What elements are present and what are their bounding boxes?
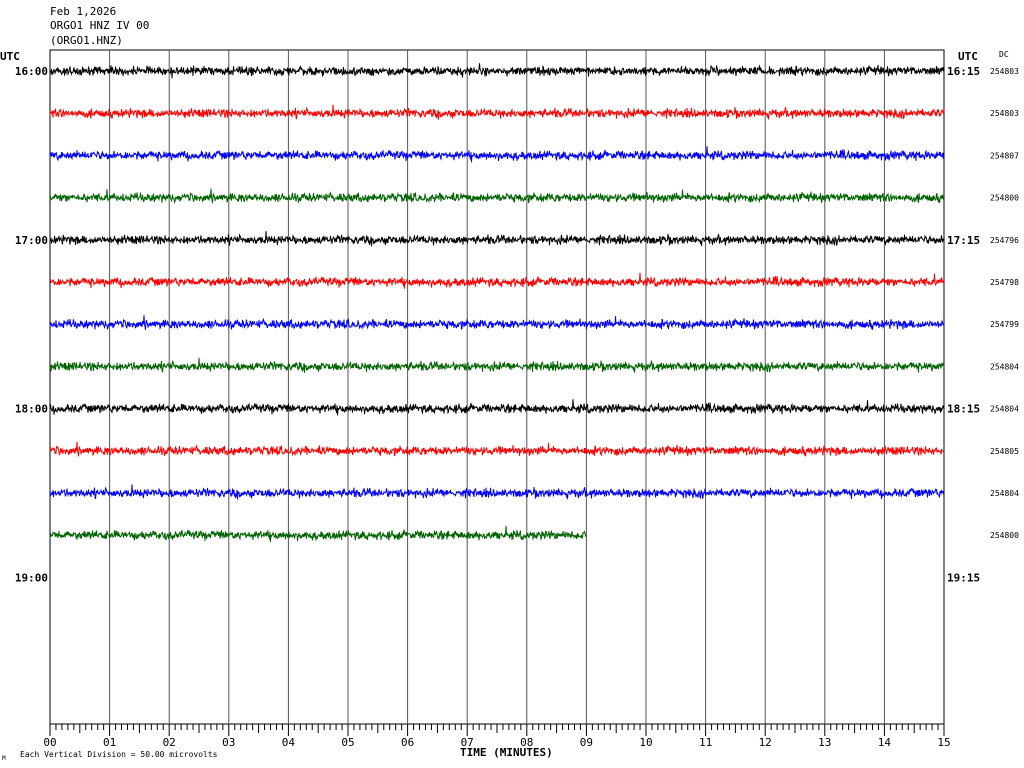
x-axis-label: TIME (MINUTES) <box>460 746 553 759</box>
seismic-trace-row-5 <box>49 272 945 289</box>
x-tick-label: 00 <box>43 736 56 749</box>
seismic-trace-row-3 <box>49 188 945 204</box>
dc-value-row-8: 254804 <box>990 405 1019 414</box>
seismic-trace-row-7 <box>49 357 945 373</box>
x-tick-label: 14 <box>878 736 892 749</box>
hour-label-right: 17:15 <box>947 234 980 247</box>
dc-header-label: DC <box>999 50 1009 59</box>
x-tick-label: 15 <box>937 736 950 749</box>
hour-label-right: 18:15 <box>947 403 980 416</box>
x-tick-label: 09 <box>580 736 593 749</box>
seismic-traces <box>49 63 945 543</box>
x-tick-label: 04 <box>282 736 296 749</box>
right-timezone-label: UTC <box>958 50 978 63</box>
x-tick-label: 01 <box>103 736 116 749</box>
seismic-trace-row-9 <box>49 441 945 457</box>
header-station: (ORGO1.HNZ) <box>50 34 123 47</box>
x-tick-label: 06 <box>401 736 414 749</box>
seismic-trace-row-11 <box>49 525 587 543</box>
dc-value-row-7: 254804 <box>990 362 1019 371</box>
x-tick-label: 12 <box>759 736 772 749</box>
dc-value-row-2: 254807 <box>990 151 1019 160</box>
seismic-trace-row-2 <box>49 146 945 163</box>
hour-label-left: 17:00 <box>15 234 48 247</box>
chart-labels: UTC UTC DC TIME (MINUTES) Each Vertical … <box>0 50 1019 762</box>
hour-label-left: 16:00 <box>15 65 48 78</box>
x-tick-label: 10 <box>639 736 652 749</box>
dc-value-row-0: 254803 <box>990 67 1019 76</box>
header-date: Feb 1,2026 <box>50 5 117 18</box>
x-tick-label: 07 <box>461 736 474 749</box>
dc-value-row-10: 254804 <box>990 489 1019 498</box>
seismic-trace-row-1 <box>49 104 945 120</box>
seismic-trace-row-4 <box>49 231 945 247</box>
chart-grid <box>49 49 945 736</box>
x-tick-label: 02 <box>163 736 176 749</box>
seismic-trace-row-10 <box>49 484 945 500</box>
x-tick-label: 03 <box>222 736 235 749</box>
corner-mark: M <box>2 755 6 762</box>
dc-value-row-11: 254800 <box>990 531 1019 540</box>
hour-label-right: 19:15 <box>947 571 980 584</box>
dc-value-row-6: 254799 <box>990 320 1019 329</box>
x-tick-label: 05 <box>341 736 354 749</box>
scale-note: Each Vertical Division = 50.00 microvolt… <box>20 750 218 759</box>
seismic-trace-row-0 <box>49 63 945 79</box>
dc-value-row-5: 254798 <box>990 278 1019 287</box>
header-channel: ORGO1 HNZ IV 00 <box>50 19 150 32</box>
hour-label-right: 16:15 <box>947 65 980 78</box>
dc-value-row-3: 254800 <box>990 194 1019 203</box>
left-timezone-label: UTC <box>0 50 20 63</box>
x-tick-label: 11 <box>699 736 712 749</box>
seismic-trace-row-8 <box>49 399 945 416</box>
dc-value-row-1: 254803 <box>990 109 1019 118</box>
seismic-trace-row-6 <box>49 315 945 331</box>
dc-value-row-4: 254796 <box>990 236 1019 245</box>
x-tick-label: 08 <box>520 736 533 749</box>
hour-label-left: 19:00 <box>15 571 48 584</box>
hour-label-left: 18:00 <box>15 403 48 416</box>
x-tick-label: 13 <box>818 736 831 749</box>
dc-value-row-9: 254805 <box>990 447 1019 456</box>
